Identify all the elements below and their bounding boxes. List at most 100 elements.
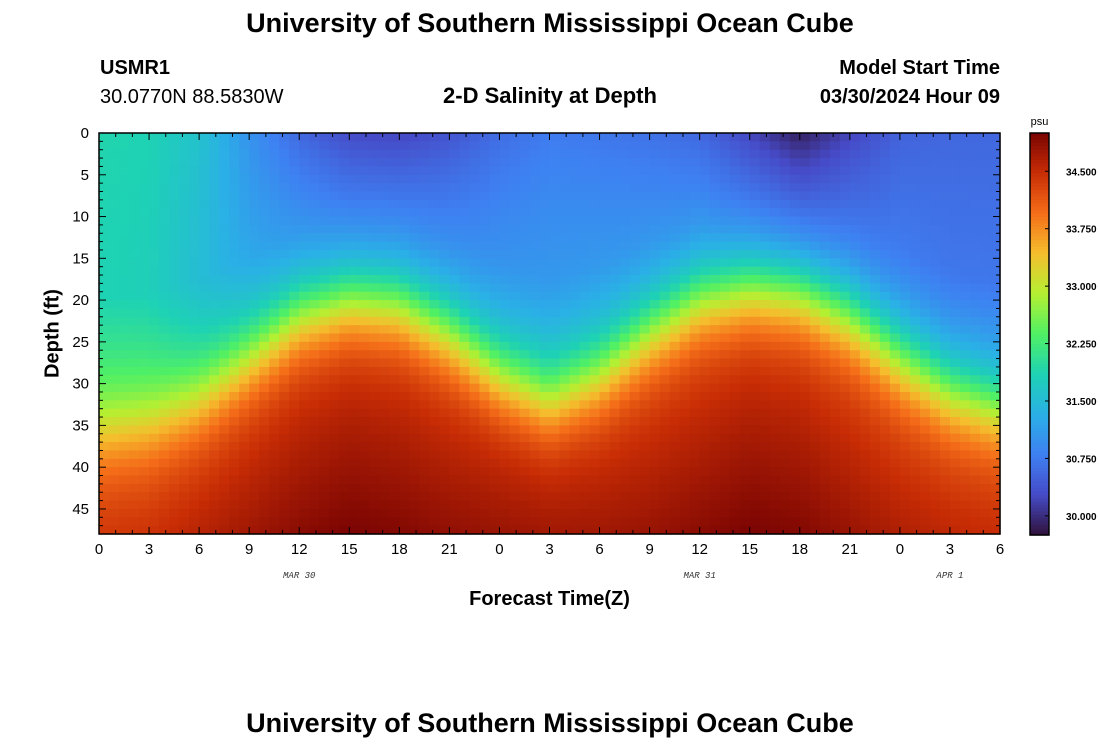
heatmap-cell bbox=[289, 149, 300, 159]
heatmap-cell bbox=[109, 325, 120, 335]
heatmap-cell bbox=[539, 442, 551, 452]
heatmap-cell bbox=[329, 450, 340, 460]
heatmap-cell bbox=[729, 458, 741, 468]
heatmap-cell bbox=[289, 316, 300, 326]
heatmap-cell bbox=[239, 525, 250, 535]
heatmap-cell bbox=[419, 358, 430, 368]
heatmap-cell bbox=[299, 341, 310, 351]
heatmap-cell bbox=[619, 166, 631, 176]
heatmap-cell bbox=[829, 208, 841, 218]
heatmap-cell bbox=[259, 316, 270, 326]
heatmap-cell bbox=[399, 199, 410, 209]
heatmap-cell bbox=[819, 158, 831, 168]
heatmap-cell bbox=[879, 224, 891, 234]
heatmap-cell bbox=[369, 308, 380, 318]
heatmap-cell bbox=[549, 166, 561, 176]
heatmap-cell bbox=[769, 191, 781, 201]
heatmap-cell bbox=[509, 391, 521, 401]
heatmap-cell bbox=[149, 325, 160, 335]
heatmap-cell bbox=[799, 500, 811, 510]
heatmap-cell bbox=[199, 458, 210, 468]
heatmap-cell bbox=[339, 425, 350, 435]
heatmap-cell bbox=[209, 383, 220, 393]
heatmap-cell bbox=[379, 492, 390, 502]
heatmap-cell bbox=[219, 183, 230, 193]
heatmap-cell bbox=[539, 233, 551, 243]
heatmap-cell bbox=[969, 525, 981, 535]
heatmap-cell bbox=[269, 283, 280, 293]
heatmap-cell bbox=[969, 325, 981, 335]
heatmap-cell bbox=[969, 333, 981, 343]
heatmap-cell bbox=[299, 216, 310, 226]
heatmap-cell bbox=[569, 391, 581, 401]
heatmap-cell bbox=[189, 525, 200, 535]
heatmap-cell bbox=[419, 266, 430, 276]
heatmap-cell bbox=[119, 308, 130, 318]
heatmap-cell bbox=[459, 266, 471, 276]
heatmap-cell bbox=[619, 283, 631, 293]
heatmap-cell bbox=[749, 183, 761, 193]
heatmap-cell bbox=[719, 442, 731, 452]
heatmap-cell bbox=[819, 266, 831, 276]
heatmap-cell bbox=[519, 475, 531, 485]
heatmap-cell bbox=[689, 300, 701, 310]
heatmap-cell bbox=[609, 358, 621, 368]
colorbar-segment bbox=[1030, 524, 1049, 529]
heatmap-cell bbox=[219, 333, 230, 343]
heatmap-cell bbox=[699, 325, 711, 335]
heatmap-cell bbox=[789, 366, 801, 376]
heatmap-cell bbox=[989, 467, 1001, 477]
heatmap-cell bbox=[239, 400, 250, 410]
heatmap-cell bbox=[109, 333, 120, 343]
heatmap-cell bbox=[149, 183, 160, 193]
heatmap-cell bbox=[309, 366, 320, 376]
heatmap-cell bbox=[689, 291, 701, 301]
heatmap-cell bbox=[409, 191, 420, 201]
heatmap-cell bbox=[729, 425, 741, 435]
heatmap-cell bbox=[269, 500, 280, 510]
heatmap-cell bbox=[589, 475, 601, 485]
heatmap-cell bbox=[709, 375, 721, 385]
heatmap-cell bbox=[329, 508, 340, 518]
heatmap-cell bbox=[339, 191, 350, 201]
heatmap-cell bbox=[689, 133, 701, 142]
heatmap-cell bbox=[819, 400, 831, 410]
heatmap-cell bbox=[879, 383, 891, 393]
heatmap-cell bbox=[499, 492, 511, 502]
heatmap-cell bbox=[319, 442, 330, 452]
heatmap-cell bbox=[929, 517, 941, 527]
heatmap-cell bbox=[339, 141, 350, 151]
heatmap-cell bbox=[979, 425, 991, 435]
heatmap-cell bbox=[819, 233, 831, 243]
heatmap-cell bbox=[119, 400, 130, 410]
heatmap-cell bbox=[429, 149, 440, 159]
heatmap-cell bbox=[399, 492, 410, 502]
heatmap-cell bbox=[809, 241, 821, 251]
heatmap-cell bbox=[729, 249, 741, 259]
heatmap-cell bbox=[359, 183, 370, 193]
heatmap-cell bbox=[469, 400, 481, 410]
heatmap-cell bbox=[719, 158, 731, 168]
heatmap-cell bbox=[209, 141, 220, 151]
heatmap-cell bbox=[889, 525, 901, 535]
heatmap-cell bbox=[519, 358, 531, 368]
heatmap-cell bbox=[189, 166, 200, 176]
heatmap-cell bbox=[189, 141, 200, 151]
heatmap-cell bbox=[259, 417, 270, 426]
y-tick-label: 0 bbox=[81, 125, 89, 142]
heatmap-cell bbox=[289, 241, 300, 251]
heatmap-cell bbox=[739, 508, 751, 518]
heatmap-cell bbox=[969, 517, 981, 527]
heatmap-cell bbox=[909, 275, 921, 284]
heatmap-cell bbox=[629, 275, 641, 284]
heatmap-cell bbox=[769, 208, 781, 218]
heatmap-cell bbox=[339, 308, 350, 318]
heatmap-cell bbox=[539, 241, 551, 251]
heatmap-cell bbox=[329, 291, 340, 301]
heatmap-cell bbox=[779, 500, 791, 510]
colorbar-segment bbox=[1030, 143, 1049, 147]
heatmap-cell bbox=[359, 308, 370, 318]
heatmap-cell bbox=[309, 166, 320, 176]
heatmap-cell bbox=[609, 149, 621, 159]
heatmap-cell bbox=[109, 233, 120, 243]
